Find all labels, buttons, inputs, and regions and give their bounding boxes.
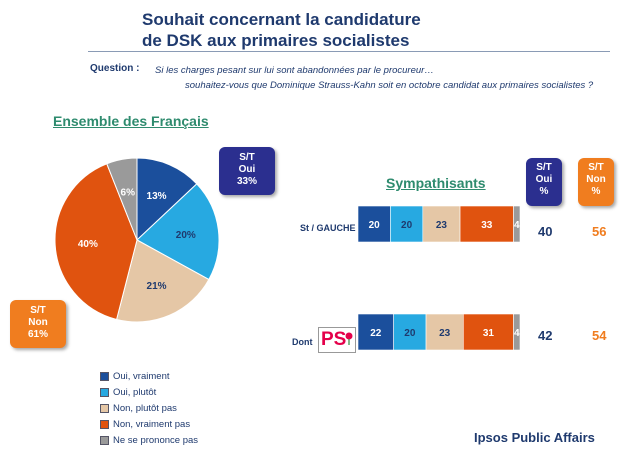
pie-slice-1: [136, 157, 198, 242]
brand-footer: Ipsos Public Affairs: [474, 430, 595, 445]
pie-slice-3: [115, 239, 210, 323]
col-head-non: S/T Non %: [578, 158, 614, 206]
total-oui-ps: 42: [538, 328, 553, 343]
question-line-2: souhaitez-vous que Dominique Strauss-Kah…: [185, 80, 594, 91]
pie-legend: Oui, vraiment Oui, plutôt Non, plutôt pas N…: [100, 368, 198, 448]
pie-slice-label-4: 40%: [78, 239, 98, 250]
bar-row2-seg3: [425, 313, 464, 351]
bar-label-row2-seg3: 23: [439, 328, 451, 339]
col-head-oui: S/T Oui %: [526, 158, 562, 206]
legend-label-1: Oui, vraiment: [113, 370, 170, 382]
title-line-1: Souhait concernant la candidature: [142, 10, 421, 29]
legend-label-3: Non, plutôt pas: [113, 402, 177, 414]
bar-label-row1-seg2: 20: [401, 220, 413, 231]
pie-slice-label-2: 20%: [176, 230, 196, 241]
pie-section-title: Ensemble des Français: [53, 113, 209, 129]
col-head-oui-line-2: Oui: [535, 174, 553, 185]
callout-non-line-3: 61%: [27, 329, 48, 340]
callout-oui-line-3: 33%: [236, 176, 257, 187]
bar-label-row1-seg3: 23: [436, 220, 448, 231]
legend-item-5: Ne se prononce pas: [100, 432, 198, 448]
callout-oui-line-2: Oui: [238, 164, 256, 175]
col-head-non-line-1: S/T: [588, 162, 604, 173]
bar-label-row2-seg5: 4: [514, 328, 520, 339]
legend-item-4: Non, vraiment pas: [100, 416, 198, 432]
bar-row1-seg1: [357, 205, 391, 243]
col-head-non-line-2: Non: [586, 174, 606, 185]
pie-slice-label-3: 21%: [147, 281, 167, 292]
pie-callout-non: S/T Non 61%: [10, 300, 66, 348]
bar-row1-seg4: [459, 205, 514, 243]
title-line-2: de DSK aux primaires socialistes: [142, 31, 410, 50]
chart-title: Souhait concernant la candidature de DSK…: [142, 9, 421, 51]
bar-label-row2-seg4: 31: [483, 328, 495, 339]
total-non-gauche: 56: [592, 224, 607, 239]
legend-swatch-2: [100, 387, 109, 397]
legend-label-2: Oui, plutôt: [113, 386, 157, 398]
question-label: Question :: [90, 63, 140, 74]
legend-item-1: Oui, vraiment: [100, 368, 198, 384]
legend-swatch-5: [100, 435, 109, 445]
ps-logo: PS: [318, 327, 356, 353]
legend-item-3: Non, plutôt pas: [100, 400, 198, 416]
pie-chart: 13% 20% 21% 40% 6%: [54, 157, 220, 323]
col-head-oui-line-3: %: [539, 186, 549, 197]
legend-swatch-3: [100, 403, 109, 413]
bar-row1-seg5: [513, 205, 521, 243]
bar-row2-seg1: [357, 313, 394, 351]
bar-row2-seg5: [513, 313, 521, 351]
legend-label-5: Ne se prononce pas: [113, 434, 199, 446]
pie-slice-4: [54, 163, 138, 321]
bar-row2-seg4: [463, 313, 514, 351]
row-label-dont: Dont: [292, 337, 313, 347]
callout-non-line-2: Non: [28, 317, 48, 328]
ps-logo-text: PS: [321, 329, 347, 350]
total-non-ps: 54: [592, 328, 607, 343]
bar-label-row2-seg1: 22: [370, 328, 382, 339]
col-head-oui-line-1: S/T: [536, 162, 552, 173]
question-text: Si les charges pesant sur lui sont aband…: [155, 63, 593, 93]
pie-slice-5: [106, 157, 138, 241]
legend-item-2: Oui, plutôt: [100, 384, 198, 400]
pie-callout-oui: S/T Oui 33%: [219, 147, 275, 195]
total-oui-gauche: 40: [538, 224, 553, 239]
row-label-gauche: St / GAUCHE: [300, 223, 356, 233]
legend-label-4: Non, vraiment pas: [113, 418, 191, 430]
pie-slice-label-1: 13%: [147, 191, 167, 202]
rose-icon: [345, 332, 353, 345]
col-head-non-line-3: %: [591, 186, 601, 197]
pie-slice-2: [136, 183, 220, 281]
pie-slice-label-5: 6%: [121, 188, 136, 199]
bar-label-row1-seg1: 20: [369, 220, 381, 231]
legend-swatch-4: [100, 419, 109, 429]
title-divider: [88, 51, 610, 52]
bar-label-row1-seg4: 33: [481, 220, 493, 231]
legend-swatch-1: [100, 371, 109, 381]
question-line-1: Si les charges pesant sur lui sont aband…: [155, 65, 434, 76]
callout-non-line-1: S/T: [30, 305, 46, 316]
stacked-bar-chart: 20 20 23 33 4 22 20 23 31 4: [357, 205, 521, 351]
bar-label-row1-seg5: 4: [514, 220, 520, 231]
callout-oui-line-1: S/T: [239, 152, 255, 163]
bars-section-title: Sympathisants: [386, 175, 486, 191]
bar-label-row2-seg2: 20: [404, 328, 416, 339]
